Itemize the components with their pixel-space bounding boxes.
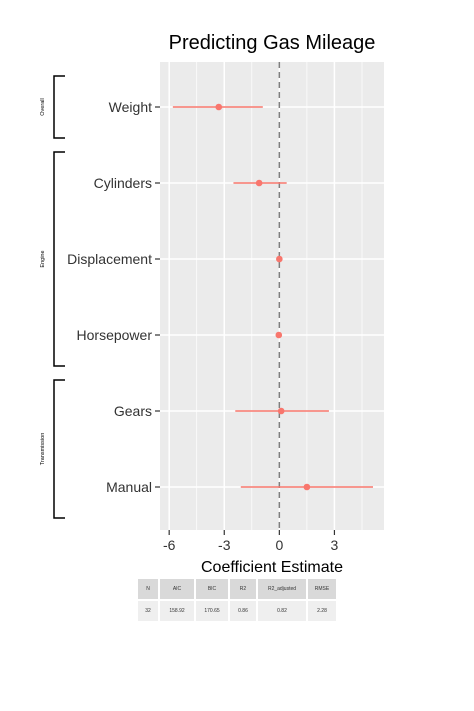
x-tick-label: 3	[331, 537, 339, 553]
group-label: Engine	[40, 250, 46, 267]
model-stats-table: N AIC BIC R2 R2_adjusted RMSE 32 158.92 …	[138, 579, 338, 621]
stats-header-rmse: RMSE	[307, 579, 338, 601]
stats-header-r2-adjusted: R2_adjusted	[257, 579, 308, 601]
stats-header-r2: R2	[229, 579, 258, 601]
x-axis: -6 -3 0 3	[163, 530, 339, 553]
stats-value-aic: 158.92	[159, 600, 196, 621]
estimate-point	[215, 103, 223, 111]
x-tick-label: -6	[163, 537, 176, 553]
term-label: Gears	[114, 403, 152, 419]
term-label: Displacement	[67, 251, 152, 267]
stats-value-bic: 170.65	[195, 600, 230, 621]
stats-header-bic: BIC	[195, 579, 230, 601]
estimate-point	[277, 407, 285, 415]
stats-value-n: 32	[138, 600, 160, 621]
estimate-marks	[172, 103, 373, 491]
group-label: Transmission	[40, 433, 46, 466]
term-label: Manual	[106, 479, 152, 495]
group-label: Overall	[40, 98, 46, 115]
stats-header-n: N	[138, 579, 160, 601]
forest-plot: Predicting Gas Mileage Weight Cylinders Di…	[40, 32, 384, 576]
term-labels: Weight Cylinders Displacement Horsepower Gea…	[67, 99, 160, 495]
stats-value-r2-adjusted: 0.82	[257, 600, 308, 621]
chart-title: Predicting Gas Mileage	[169, 32, 376, 54]
group-bracket	[53, 379, 65, 519]
minor-gridlines	[196, 62, 363, 530]
group-bracket	[53, 75, 65, 139]
x-axis-label: Coefficient Estimate	[201, 559, 343, 576]
term-label: Weight	[109, 99, 152, 115]
plot-panel	[160, 62, 384, 530]
x-tick-label: -3	[218, 537, 231, 553]
estimate-point	[276, 255, 283, 263]
stats-value-rmse: 2.28	[307, 600, 338, 621]
estimate-point	[275, 331, 283, 339]
x-tick-label: 0	[275, 537, 283, 553]
stats-value-r2: 0.86	[229, 600, 258, 621]
estimate-point	[303, 483, 311, 491]
group-bracket	[53, 151, 65, 367]
estimate-point	[255, 179, 263, 187]
stats-header-aic: AIC	[159, 579, 196, 601]
group-brackets: Overall Engine Transmission	[40, 75, 65, 519]
term-label: Horsepower	[77, 327, 153, 343]
term-label: Cylinders	[94, 175, 152, 191]
